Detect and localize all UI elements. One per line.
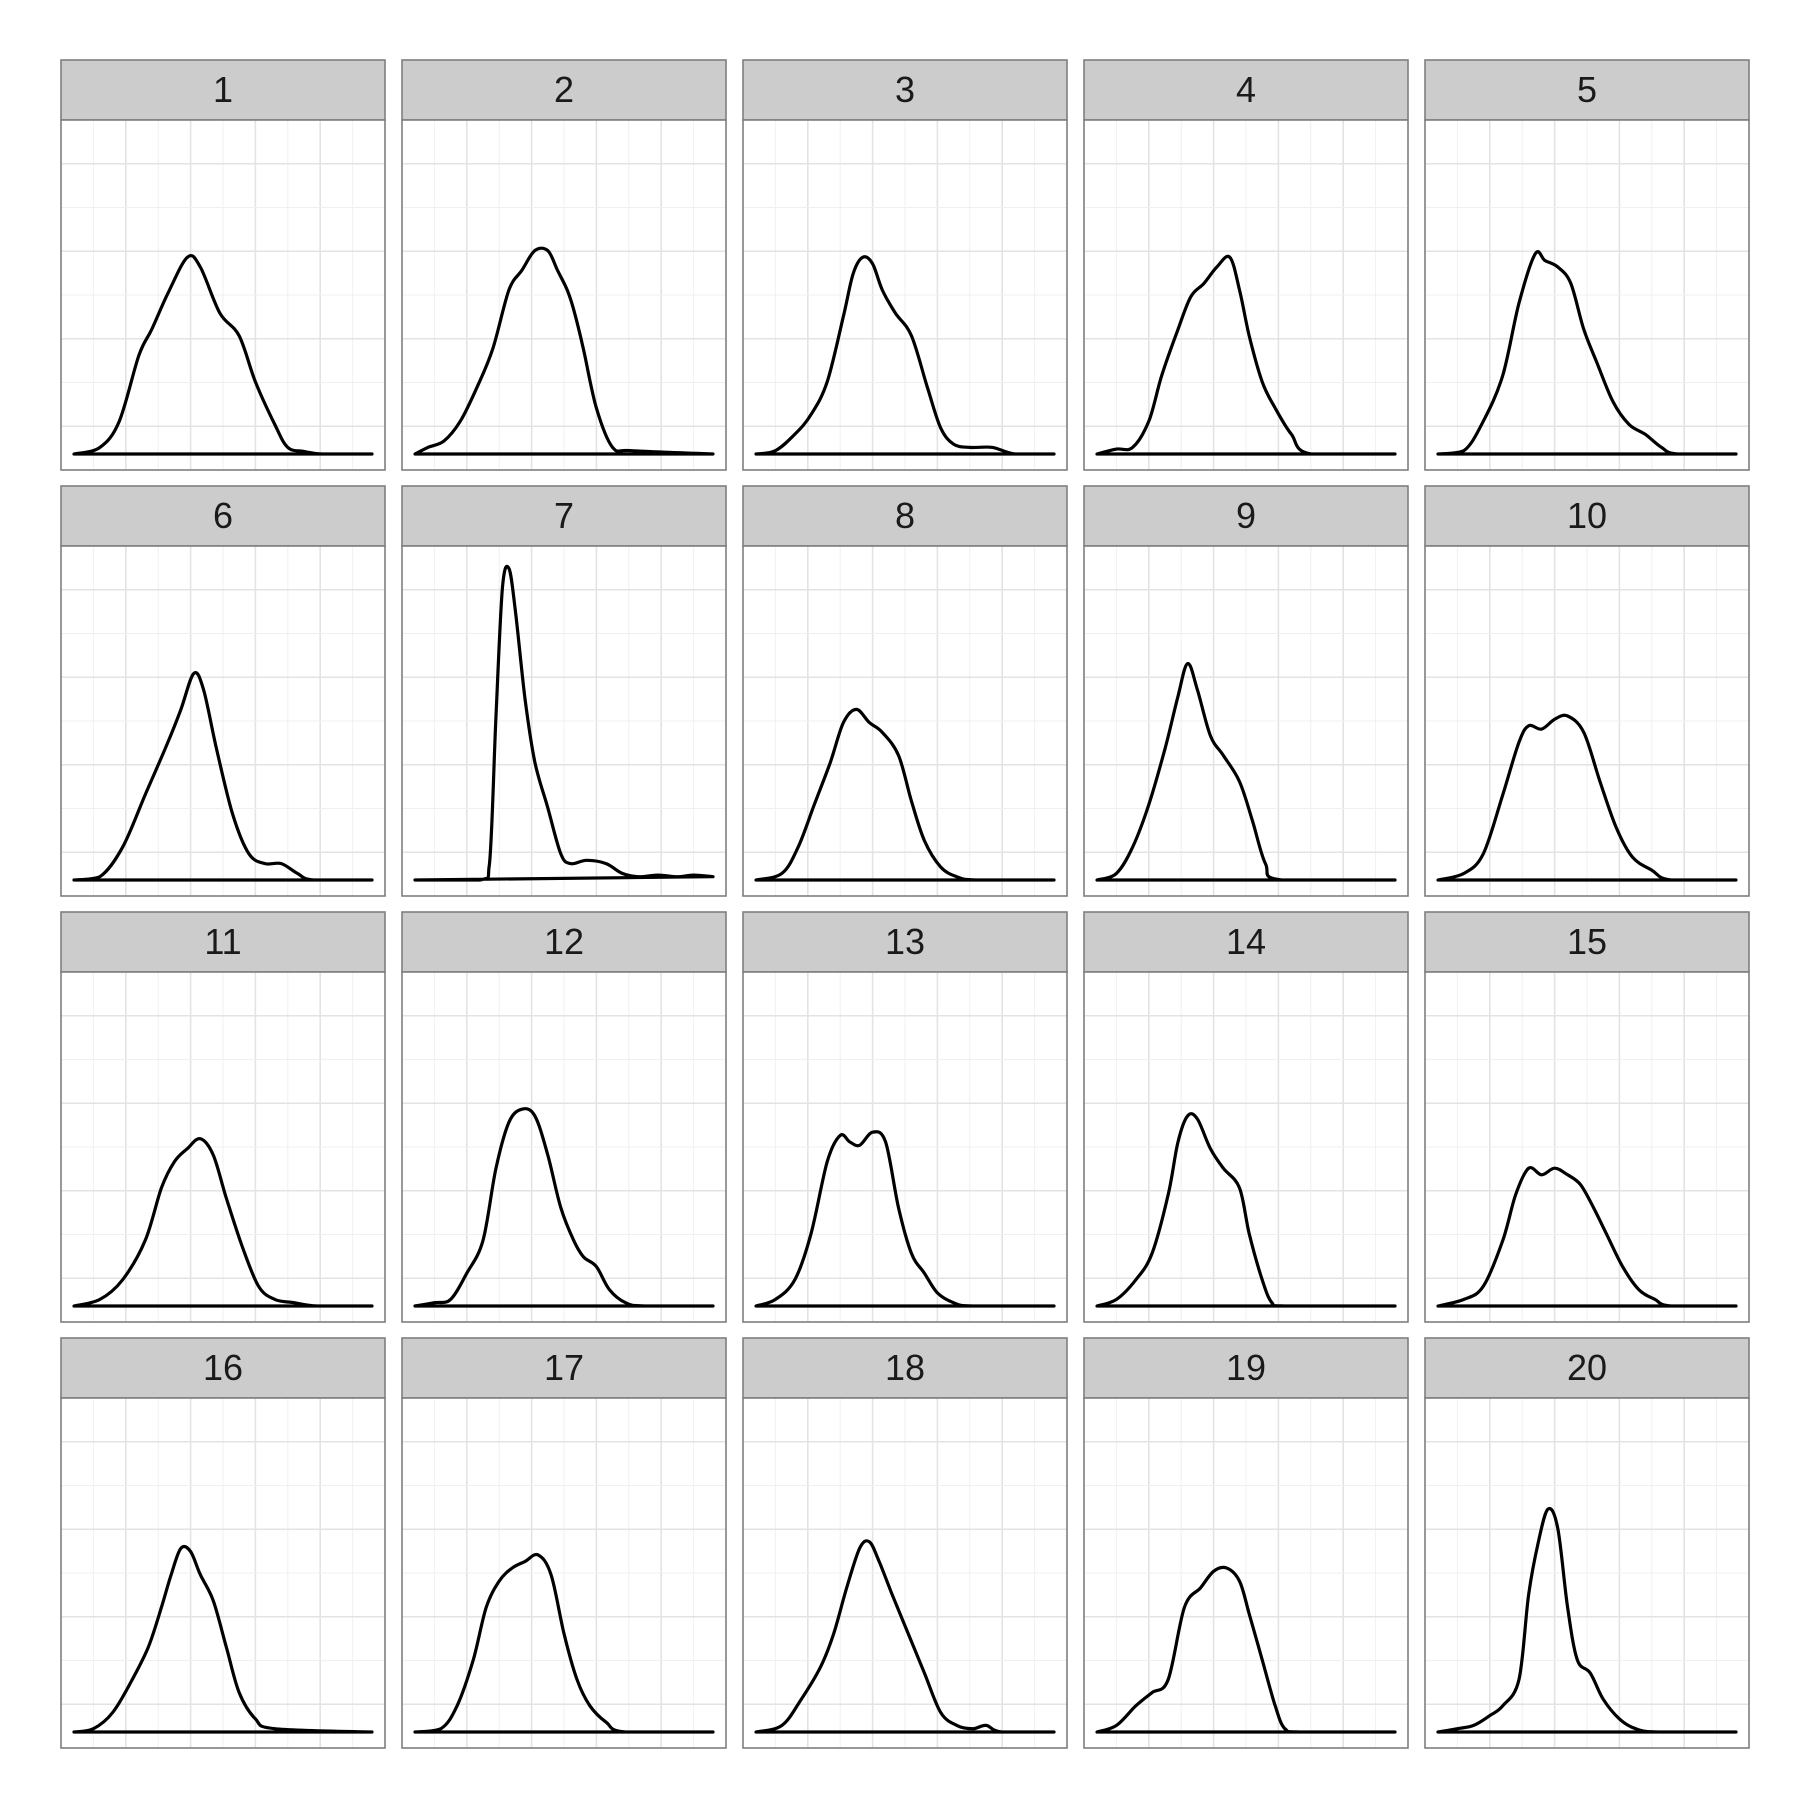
density-curve <box>1436 713 1738 882</box>
facet-panel: 5 <box>1424 59 1750 471</box>
facet-label: 3 <box>895 69 915 110</box>
facet-panel: 3 <box>742 59 1068 471</box>
density-curve <box>72 1544 374 1734</box>
facet-label: 10 <box>1567 495 1607 536</box>
density-curve <box>72 1137 374 1308</box>
density-curve <box>1436 1506 1738 1734</box>
facet-panel: 18 <box>742 1337 1068 1749</box>
facet-strip <box>60 911 386 973</box>
facet-panel: 16 <box>60 1337 386 1749</box>
facet-panel: 15 <box>1424 911 1750 1323</box>
density-curve <box>413 1107 715 1308</box>
facet-panel: 17 <box>401 1337 727 1749</box>
panel-border <box>401 119 727 471</box>
facet-strip <box>1424 911 1750 973</box>
density-curve <box>1095 1565 1397 1734</box>
density-curve <box>72 254 374 456</box>
facet-strip <box>1083 485 1409 547</box>
facet-strip <box>742 1337 1068 1399</box>
facet-panel: 13 <box>742 911 1068 1323</box>
facet-strip <box>1424 1337 1750 1399</box>
density-curve <box>413 564 715 882</box>
facet-panel: 8 <box>742 485 1068 897</box>
panel-border <box>401 1397 727 1749</box>
facet-label: 11 <box>204 921 241 962</box>
density-curve <box>754 1130 1056 1308</box>
facet-label: 15 <box>1567 921 1607 962</box>
facet-label: 19 <box>1226 1347 1266 1388</box>
facet-panel: 6 <box>60 485 386 897</box>
facet-label: 16 <box>203 1347 243 1388</box>
panel-border <box>742 971 1068 1323</box>
panel-border <box>60 545 386 897</box>
panel-border <box>1083 971 1409 1323</box>
facet-strip <box>401 59 727 121</box>
facet-panel: 7 <box>401 485 727 897</box>
facet-panel: 11 <box>60 911 386 1323</box>
panel-border <box>1424 971 1750 1323</box>
panel-border <box>1083 119 1409 471</box>
facet-label: 7 <box>554 495 574 536</box>
facet-strip <box>742 59 1068 121</box>
panel-border <box>1424 1397 1750 1749</box>
facet-panel: 14 <box>1083 911 1409 1323</box>
facet-panel: 4 <box>1083 59 1409 471</box>
facet-strip <box>1083 1337 1409 1399</box>
facet-strip <box>60 59 386 121</box>
facet-label: 14 <box>1226 921 1266 962</box>
facet-label: 17 <box>544 1347 584 1388</box>
density-curve <box>72 671 374 882</box>
panel-border <box>60 119 386 471</box>
panel-border <box>401 971 727 1323</box>
facet-strip <box>1083 59 1409 121</box>
density-curve <box>413 246 715 456</box>
density-curve <box>1436 1165 1738 1308</box>
facet-label: 13 <box>885 921 925 962</box>
facet-label: 18 <box>885 1347 925 1388</box>
facet-panel: 10 <box>1424 485 1750 897</box>
panel-border <box>742 545 1068 897</box>
density-curve <box>1095 254 1397 456</box>
facet-strip <box>1424 485 1750 547</box>
density-curve <box>1095 1112 1397 1308</box>
facet-panel: 9 <box>1083 485 1409 897</box>
density-curve <box>1095 661 1397 882</box>
facet-label: 4 <box>1236 69 1256 110</box>
facet-strip <box>1424 59 1750 121</box>
panel-border <box>1083 545 1409 897</box>
density-curve <box>1436 250 1738 456</box>
panel-border <box>401 545 727 897</box>
facet-strip <box>401 911 727 973</box>
density-curve <box>754 1539 1056 1734</box>
panel-border <box>1424 119 1750 471</box>
facet-panel: 20 <box>1424 1337 1750 1749</box>
facet-label: 1 <box>213 69 233 110</box>
panel-border <box>1424 545 1750 897</box>
facet-strip <box>60 1337 386 1399</box>
facet-panel: 1 <box>60 59 386 471</box>
facet-label: 2 <box>554 69 574 110</box>
panel-border <box>60 971 386 1323</box>
facet-strip <box>742 485 1068 547</box>
density-curve <box>754 255 1056 456</box>
facet-strip <box>1083 911 1409 973</box>
density-curve <box>754 707 1056 882</box>
facet-label: 5 <box>1577 69 1597 110</box>
facet-panel: 12 <box>401 911 727 1323</box>
facet-label: 6 <box>213 495 233 536</box>
facet-label: 12 <box>544 921 584 962</box>
facet-label: 8 <box>895 495 915 536</box>
facet-label: 20 <box>1567 1347 1607 1388</box>
facet-label: 9 <box>1236 495 1256 536</box>
facet-strip <box>401 1337 727 1399</box>
panel-border <box>1083 1397 1409 1749</box>
panel-border <box>60 1397 386 1749</box>
facet-panel: 19 <box>1083 1337 1409 1749</box>
panel-border <box>742 1397 1068 1749</box>
facet-panel: 2 <box>401 59 727 471</box>
density-curve <box>413 1552 715 1734</box>
panel-border <box>742 119 1068 471</box>
